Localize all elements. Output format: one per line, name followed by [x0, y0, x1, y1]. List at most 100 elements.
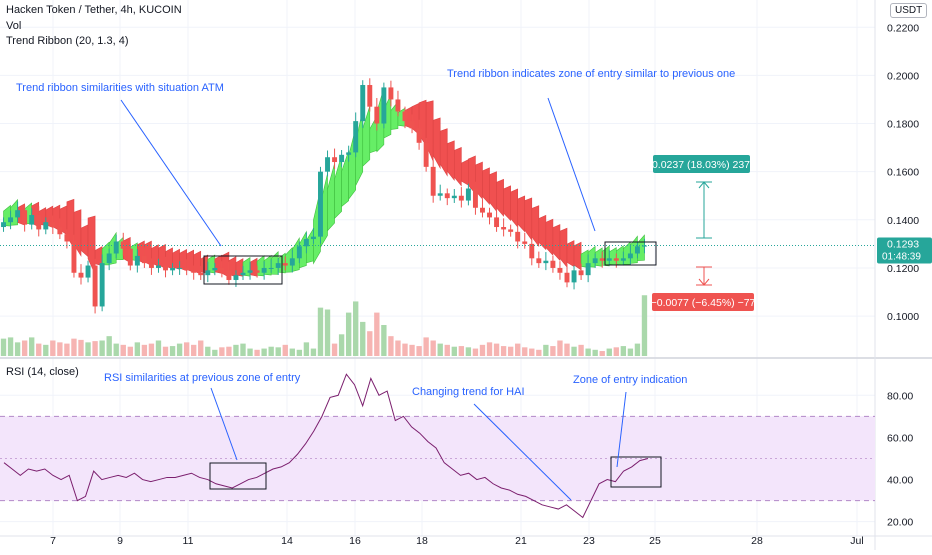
candle-body: [303, 239, 309, 247]
volume-bar: [331, 343, 338, 356]
candle-body: [296, 246, 302, 259]
candle-body: [543, 260, 549, 264]
candle-body: [395, 99, 401, 112]
time-tick-label: 7: [50, 535, 56, 547]
volume-bar: [529, 348, 535, 356]
candle-body: [318, 171, 323, 237]
candle-body: [141, 255, 147, 264]
candle-body: [536, 258, 542, 264]
candle-body: [564, 272, 570, 283]
volume-bar: [240, 343, 246, 356]
candle-body: [57, 227, 63, 235]
candle-body: [198, 272, 204, 276]
candle-body: [642, 245, 647, 247]
volume-bar: [106, 336, 112, 356]
volume-bar: [388, 336, 394, 356]
rsi-tick-label: 20.00: [887, 517, 913, 529]
volume-bar: [507, 346, 514, 356]
candle-body: [465, 188, 471, 201]
volume-bar: [458, 346, 465, 356]
candle-body: [332, 157, 338, 163]
candle-body: [212, 267, 218, 271]
volume-bar: [536, 349, 542, 356]
candle-body: [430, 166, 436, 196]
pointer-ribbon-right: [547, 97, 596, 232]
volume-bar: [275, 347, 281, 356]
candle-body: [634, 246, 640, 254]
candle-body: [346, 152, 352, 155]
volume-bar: [310, 348, 317, 356]
ribbon-segment: [446, 140, 455, 181]
price-axis: 0.2200 0.2000 0.1800 0.1600 0.1400 0.1200 0.10…: [877, 22, 932, 529]
volume-bar: [381, 325, 387, 356]
volume-bar: [0, 338, 7, 356]
ribbon-segment: [158, 244, 166, 269]
volume-bar: [395, 340, 401, 356]
candle-body: [92, 265, 98, 307]
candle-body: [247, 270, 253, 273]
volume-bar: [557, 340, 563, 356]
volume-bar: [416, 346, 422, 356]
candle-body: [64, 234, 70, 242]
candle-body: [416, 128, 422, 143]
pointer-rsi-mid: [473, 403, 572, 501]
candle-body: [8, 217, 14, 223]
candle-body: [515, 231, 521, 242]
candle-body: [437, 193, 443, 196]
candle-body: [571, 270, 577, 283]
volume-bar: [367, 331, 373, 356]
volume-bar: [247, 348, 253, 356]
candle-body: [599, 258, 605, 261]
ribbon-note-right: Trend ribbon indicates zone of entry sim…: [447, 68, 735, 80]
rsi-tick-label: 80.00: [887, 390, 913, 402]
candle-body: [268, 267, 274, 269]
volume-bar: [338, 334, 345, 356]
ribbon-segment: [454, 146, 462, 187]
volume-bar: [78, 339, 84, 356]
candle-body: [360, 85, 366, 122]
volume-bar: [627, 348, 634, 356]
candle-body: [451, 195, 457, 199]
currency-badge[interactable]: USDT: [890, 3, 928, 18]
candle-body: [402, 111, 408, 122]
volume-bar: [585, 348, 591, 356]
ribbon-segment: [461, 159, 469, 186]
ribbon-segment: [545, 218, 554, 257]
ribbon-segment: [538, 214, 547, 251]
candle-body: [106, 253, 112, 264]
ribbon-segment: [552, 224, 561, 262]
volume-bar: [57, 342, 63, 356]
candle-body: [529, 243, 535, 259]
ribbon-segment: [531, 205, 540, 248]
candle-body: [310, 236, 316, 240]
candle-body: [613, 258, 619, 261]
candle-body: [627, 253, 633, 259]
volume-bar: [120, 344, 126, 356]
candle-body: [226, 270, 232, 280]
candle-body: [177, 267, 183, 269]
ribbon-segment: [383, 94, 392, 139]
volume-bar: [113, 343, 119, 356]
time-tick-label: 23: [583, 535, 595, 547]
candle-body: [494, 217, 500, 228]
volume-bar: [43, 344, 49, 356]
volume-bar: [254, 349, 260, 356]
candle-body: [219, 267, 225, 271]
volume-bar: [134, 342, 141, 356]
volume-bar: [176, 343, 183, 356]
rsi-pane: [0, 373, 875, 519]
volume-bar: [550, 346, 556, 356]
volume-bar: [14, 342, 21, 356]
target-up-box: [653, 155, 750, 173]
volume-bar: [183, 342, 190, 356]
time-axis: 7 9 11 14 16 18 21 23 25 28 Jul: [50, 535, 864, 547]
candle-body: [557, 267, 563, 273]
volume-bar: [324, 309, 331, 356]
volume-bar: [451, 346, 457, 356]
volume-bar: [493, 343, 500, 356]
pointer-ribbon-left: [120, 99, 222, 247]
candle-body: [367, 85, 373, 107]
ribbon-segment: [432, 117, 441, 170]
